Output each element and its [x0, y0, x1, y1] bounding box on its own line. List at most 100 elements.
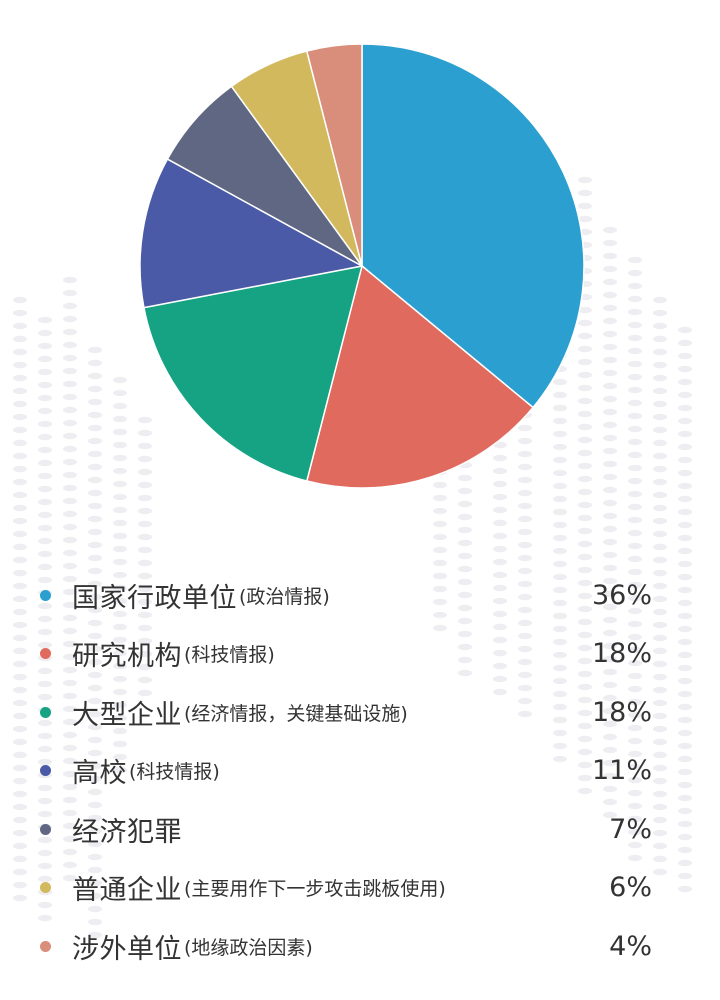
background-dot [628, 607, 642, 615]
background-dot [13, 309, 27, 317]
background-dot [88, 502, 102, 510]
background-dot [578, 423, 592, 431]
background-dot [138, 624, 152, 632]
legend-note: (政治情报) [239, 585, 330, 608]
background-dot [13, 543, 27, 551]
background-dot [653, 452, 667, 460]
background-dot [88, 645, 102, 653]
background-dot [653, 608, 667, 616]
background-dot [458, 578, 472, 586]
legend-value: 11% [591, 755, 652, 787]
background-dot [113, 376, 127, 384]
background-dot [603, 330, 617, 338]
background-dot [653, 491, 667, 499]
background-dot [628, 763, 642, 771]
background-dot [678, 755, 692, 763]
legend-label: 高校 [72, 758, 127, 790]
background-dot [458, 474, 472, 482]
background-dot [553, 664, 567, 672]
background-dot [628, 685, 642, 693]
background-dot [13, 478, 27, 486]
background-dot [63, 861, 77, 869]
background-dot [518, 476, 532, 484]
background-dot [88, 918, 102, 926]
background-dot [38, 524, 52, 532]
background-dot [13, 374, 27, 382]
background-dot [13, 790, 27, 798]
background-dot [678, 547, 692, 555]
background-dot [578, 527, 592, 535]
background-dot [88, 346, 102, 354]
background-dot [493, 597, 507, 605]
background-dot [578, 696, 592, 704]
legend-label: 涉外单位 [72, 933, 182, 965]
background-dot [113, 441, 127, 449]
background-dot [63, 445, 77, 453]
background-dot [38, 719, 52, 727]
background-dot [578, 215, 592, 223]
background-dot [433, 572, 447, 580]
background-dot [88, 658, 102, 666]
background-dot [653, 335, 667, 343]
background-dot [38, 394, 52, 402]
background-dot [493, 467, 507, 475]
background-dot [88, 528, 102, 536]
background-dot [653, 855, 667, 863]
legend-item: 经济犯罪 7% [40, 800, 660, 859]
background-dot [653, 764, 667, 772]
background-dot [113, 740, 127, 748]
background-dot [628, 789, 642, 797]
background-dot [13, 647, 27, 655]
background-dot [553, 443, 567, 451]
background-dot [13, 803, 27, 811]
background-dot [88, 736, 102, 744]
background-dot [678, 391, 692, 399]
background-dot [578, 709, 592, 717]
background-dot [63, 471, 77, 479]
background-dot [518, 541, 532, 549]
background-dot [678, 703, 692, 711]
background-dot [628, 347, 642, 355]
background-dot [578, 475, 592, 483]
background-dot [138, 442, 152, 450]
background-dot [88, 385, 102, 393]
background-dot [628, 711, 642, 719]
background-dot [63, 432, 77, 440]
background-dot [578, 384, 592, 392]
background-dot [518, 710, 532, 718]
background-dot [13, 556, 27, 564]
background-dot [678, 651, 692, 659]
background-dot [13, 855, 27, 863]
background-dot [578, 618, 592, 626]
background-dot [63, 640, 77, 648]
background-dot [553, 560, 567, 568]
background-dot [628, 620, 642, 628]
background-dot [38, 537, 52, 545]
background-dot [603, 616, 617, 624]
legend-color-dot [40, 706, 51, 718]
background-dot [678, 469, 692, 477]
background-dot [678, 560, 692, 568]
background-dot [63, 809, 77, 817]
background-dot [653, 842, 667, 850]
background-dot [628, 451, 642, 459]
background-dot [628, 724, 642, 732]
background-dot [113, 402, 127, 410]
background-dot [628, 386, 642, 394]
background-dot [553, 534, 567, 542]
background-dot [493, 688, 507, 696]
pie-slice-4 [139, 158, 365, 309]
background-dot [113, 623, 127, 631]
background-dot [653, 296, 667, 304]
background-dot [603, 252, 617, 260]
background-dot [603, 226, 617, 234]
background-dot [603, 421, 617, 429]
legend-color-dot [40, 648, 51, 660]
background-dot [578, 657, 592, 665]
background-dot [603, 473, 617, 481]
background-dot [88, 593, 102, 601]
background-dot [113, 467, 127, 475]
background-dot [13, 439, 27, 447]
background-dot [63, 666, 77, 674]
